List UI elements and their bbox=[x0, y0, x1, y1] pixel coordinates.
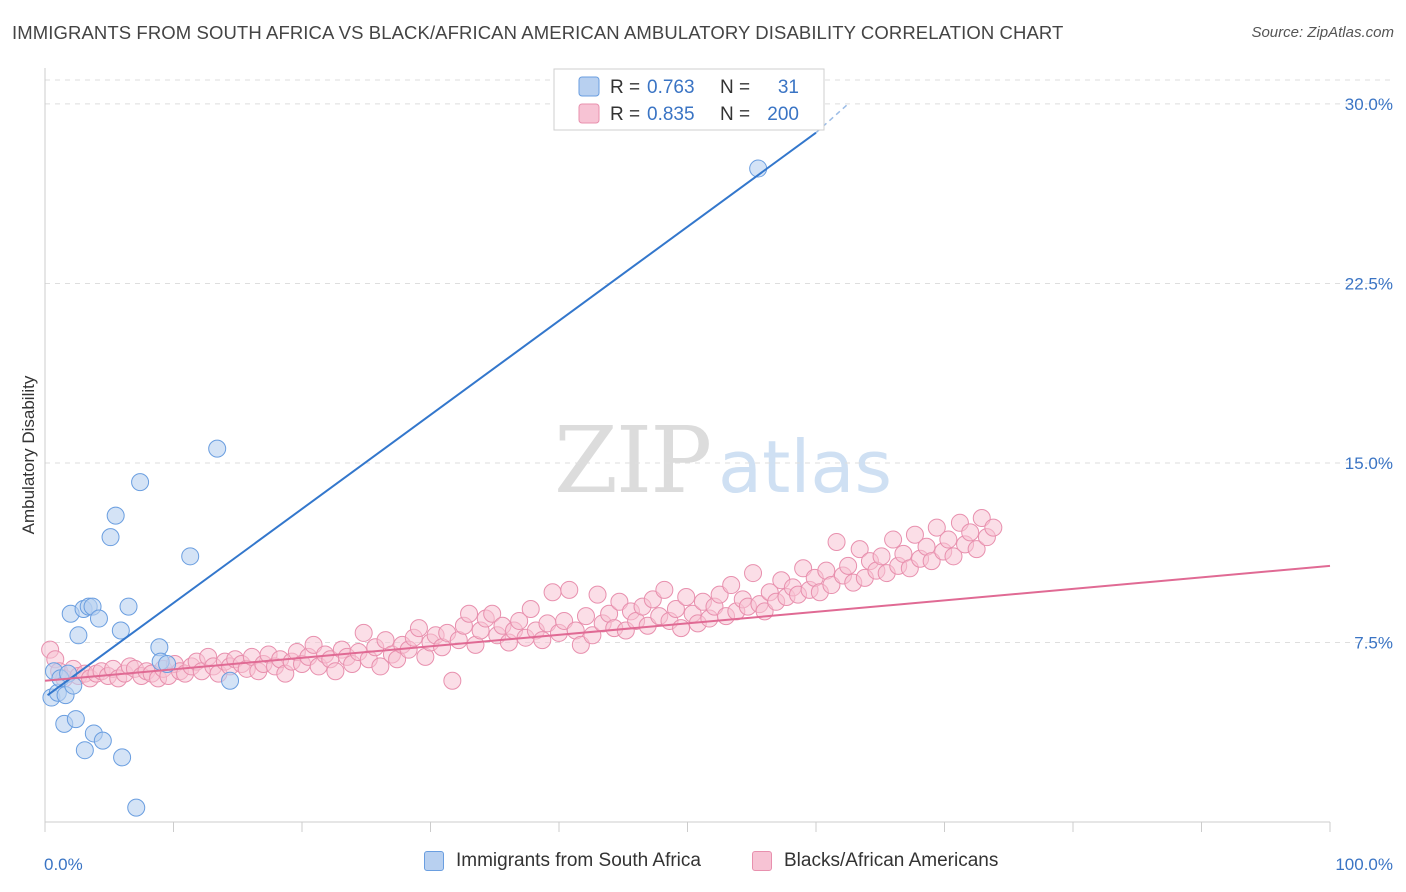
legend-item-immigrants: Immigrants from South Africa bbox=[424, 850, 701, 872]
gridlines bbox=[45, 79, 1390, 643]
legend-r-value-2: 0.835 bbox=[647, 104, 695, 125]
pink-point-75 bbox=[460, 604, 479, 623]
legend-n-label-2: N = bbox=[720, 104, 750, 125]
pink-point-110 bbox=[655, 580, 674, 599]
pink-point-59 bbox=[371, 657, 390, 676]
blue-point-21 bbox=[111, 621, 130, 640]
x-tick-label-0: 0.0% bbox=[44, 855, 83, 874]
pink-point-92 bbox=[555, 611, 574, 630]
legend-r-value-1: 0.763 bbox=[647, 77, 695, 98]
x-tick-labels: 0.0% 100.0% bbox=[44, 855, 1393, 874]
y-tick-label-1: 15.0% bbox=[1345, 454, 1393, 473]
legend: R = 0.763 N = 31 R = 0.835 N = 200 bbox=[553, 68, 825, 131]
series-blacks-african-americans bbox=[41, 509, 1003, 690]
pink-point-145 bbox=[850, 540, 869, 559]
pink-point-122 bbox=[722, 576, 741, 595]
pink-point-166 bbox=[967, 540, 986, 559]
y-axis-label: Ambulatory Disability bbox=[19, 375, 38, 534]
pink-point-72 bbox=[443, 671, 462, 690]
pink-point-140 bbox=[822, 576, 841, 595]
y-tick-label-0: 7.5% bbox=[1354, 633, 1393, 652]
pink-point-79 bbox=[483, 604, 502, 623]
pink-point-47 bbox=[304, 635, 323, 654]
legend-swatch-pink bbox=[578, 103, 600, 124]
y-tick-label-3: 30.0% bbox=[1345, 95, 1393, 114]
trend-line-immigrants bbox=[46, 131, 817, 696]
legend-r-label-1: R = bbox=[610, 77, 640, 98]
pink-point-66 bbox=[409, 619, 428, 638]
blue-point-20 bbox=[113, 748, 132, 767]
pink-point-98 bbox=[588, 585, 607, 604]
legend-label-immigrants: Immigrants from South Africa bbox=[456, 850, 701, 871]
pink-point-135 bbox=[794, 559, 813, 578]
watermark-zip: ZIP bbox=[554, 407, 710, 514]
legend-n-value-2: 200 bbox=[767, 104, 799, 125]
series-immigrants-from-south-africa bbox=[42, 159, 768, 817]
blue-point-24 bbox=[131, 473, 150, 492]
legend-item-blacks: Blacks/African Americans bbox=[752, 850, 998, 872]
trend-line-blacks bbox=[44, 564, 1331, 682]
pink-point-88 bbox=[533, 631, 552, 650]
y-tick-label-2: 22.5% bbox=[1345, 274, 1393, 293]
pink-point-96 bbox=[576, 607, 595, 626]
trend-line-immigrants-extension bbox=[815, 103, 849, 134]
pink-point-95 bbox=[571, 635, 590, 654]
pink-point-141 bbox=[827, 532, 846, 551]
pink-point-84 bbox=[510, 611, 529, 630]
pink-point-102 bbox=[610, 592, 629, 611]
blue-point-9 bbox=[66, 710, 85, 729]
blue-point-16 bbox=[89, 609, 108, 628]
blue-point-19 bbox=[106, 506, 125, 525]
pink-point-113 bbox=[672, 619, 691, 638]
pink-point-108 bbox=[643, 590, 662, 609]
pink-point-51 bbox=[326, 662, 345, 681]
pink-point-151 bbox=[884, 530, 903, 549]
pink-point-158 bbox=[922, 552, 941, 571]
legend-label-blacks: Blacks/African Americans bbox=[784, 850, 999, 871]
pink-point-149 bbox=[872, 547, 891, 566]
pink-point-165 bbox=[961, 523, 980, 542]
blue-point-28 bbox=[181, 547, 200, 566]
pink-point-56 bbox=[354, 623, 373, 642]
pink-point-112 bbox=[666, 599, 685, 618]
pink-point-90 bbox=[543, 583, 562, 602]
pink-point-120 bbox=[710, 585, 729, 604]
legend-n-value-1: 31 bbox=[778, 77, 799, 98]
pink-point-169 bbox=[984, 518, 1003, 537]
blue-point-29 bbox=[208, 439, 227, 458]
pink-point-159 bbox=[927, 518, 946, 537]
pink-point-161 bbox=[939, 530, 958, 549]
pink-point-86 bbox=[521, 599, 540, 618]
blue-point-23 bbox=[127, 798, 146, 817]
blue-point-10 bbox=[69, 626, 88, 645]
pink-point-126 bbox=[744, 564, 763, 583]
pink-point-162 bbox=[944, 547, 963, 566]
trend-lines bbox=[44, 103, 1331, 696]
blue-point-30 bbox=[221, 671, 240, 690]
legend-r-label-2: R = bbox=[610, 104, 640, 125]
pink-point-143 bbox=[839, 556, 858, 575]
watermark-atlas: atlas bbox=[718, 425, 892, 509]
legend-swatch-blue bbox=[578, 76, 600, 97]
pink-point-114 bbox=[677, 588, 696, 607]
blue-point-17 bbox=[93, 731, 112, 750]
legend-n-label-1: N = bbox=[720, 77, 750, 98]
blue-point-18 bbox=[101, 528, 120, 547]
legend-swatch-blacks bbox=[752, 851, 772, 871]
pink-point-167 bbox=[972, 509, 991, 528]
source-credit: Source: ZipAtlas.com bbox=[1251, 24, 1394, 41]
blue-point-27 bbox=[158, 655, 177, 674]
x-tick-label-1: 100.0% bbox=[1335, 855, 1393, 874]
y-tick-labels: 7.5% 15.0% 22.5% 30.0% bbox=[1345, 95, 1393, 653]
chart-title: IMMIGRANTS FROM SOUTH AFRICA VS BLACK/AF… bbox=[12, 22, 1064, 43]
pink-point-93 bbox=[560, 580, 579, 599]
blue-point-22 bbox=[119, 597, 138, 616]
legend-swatch-immigrants bbox=[424, 851, 444, 871]
blue-point-12 bbox=[75, 741, 94, 760]
pink-point-155 bbox=[905, 525, 924, 544]
watermark: ZIP atlas bbox=[554, 407, 892, 514]
bottom-legend: Immigrants from South Africa Blacks/Afri… bbox=[0, 850, 1406, 880]
